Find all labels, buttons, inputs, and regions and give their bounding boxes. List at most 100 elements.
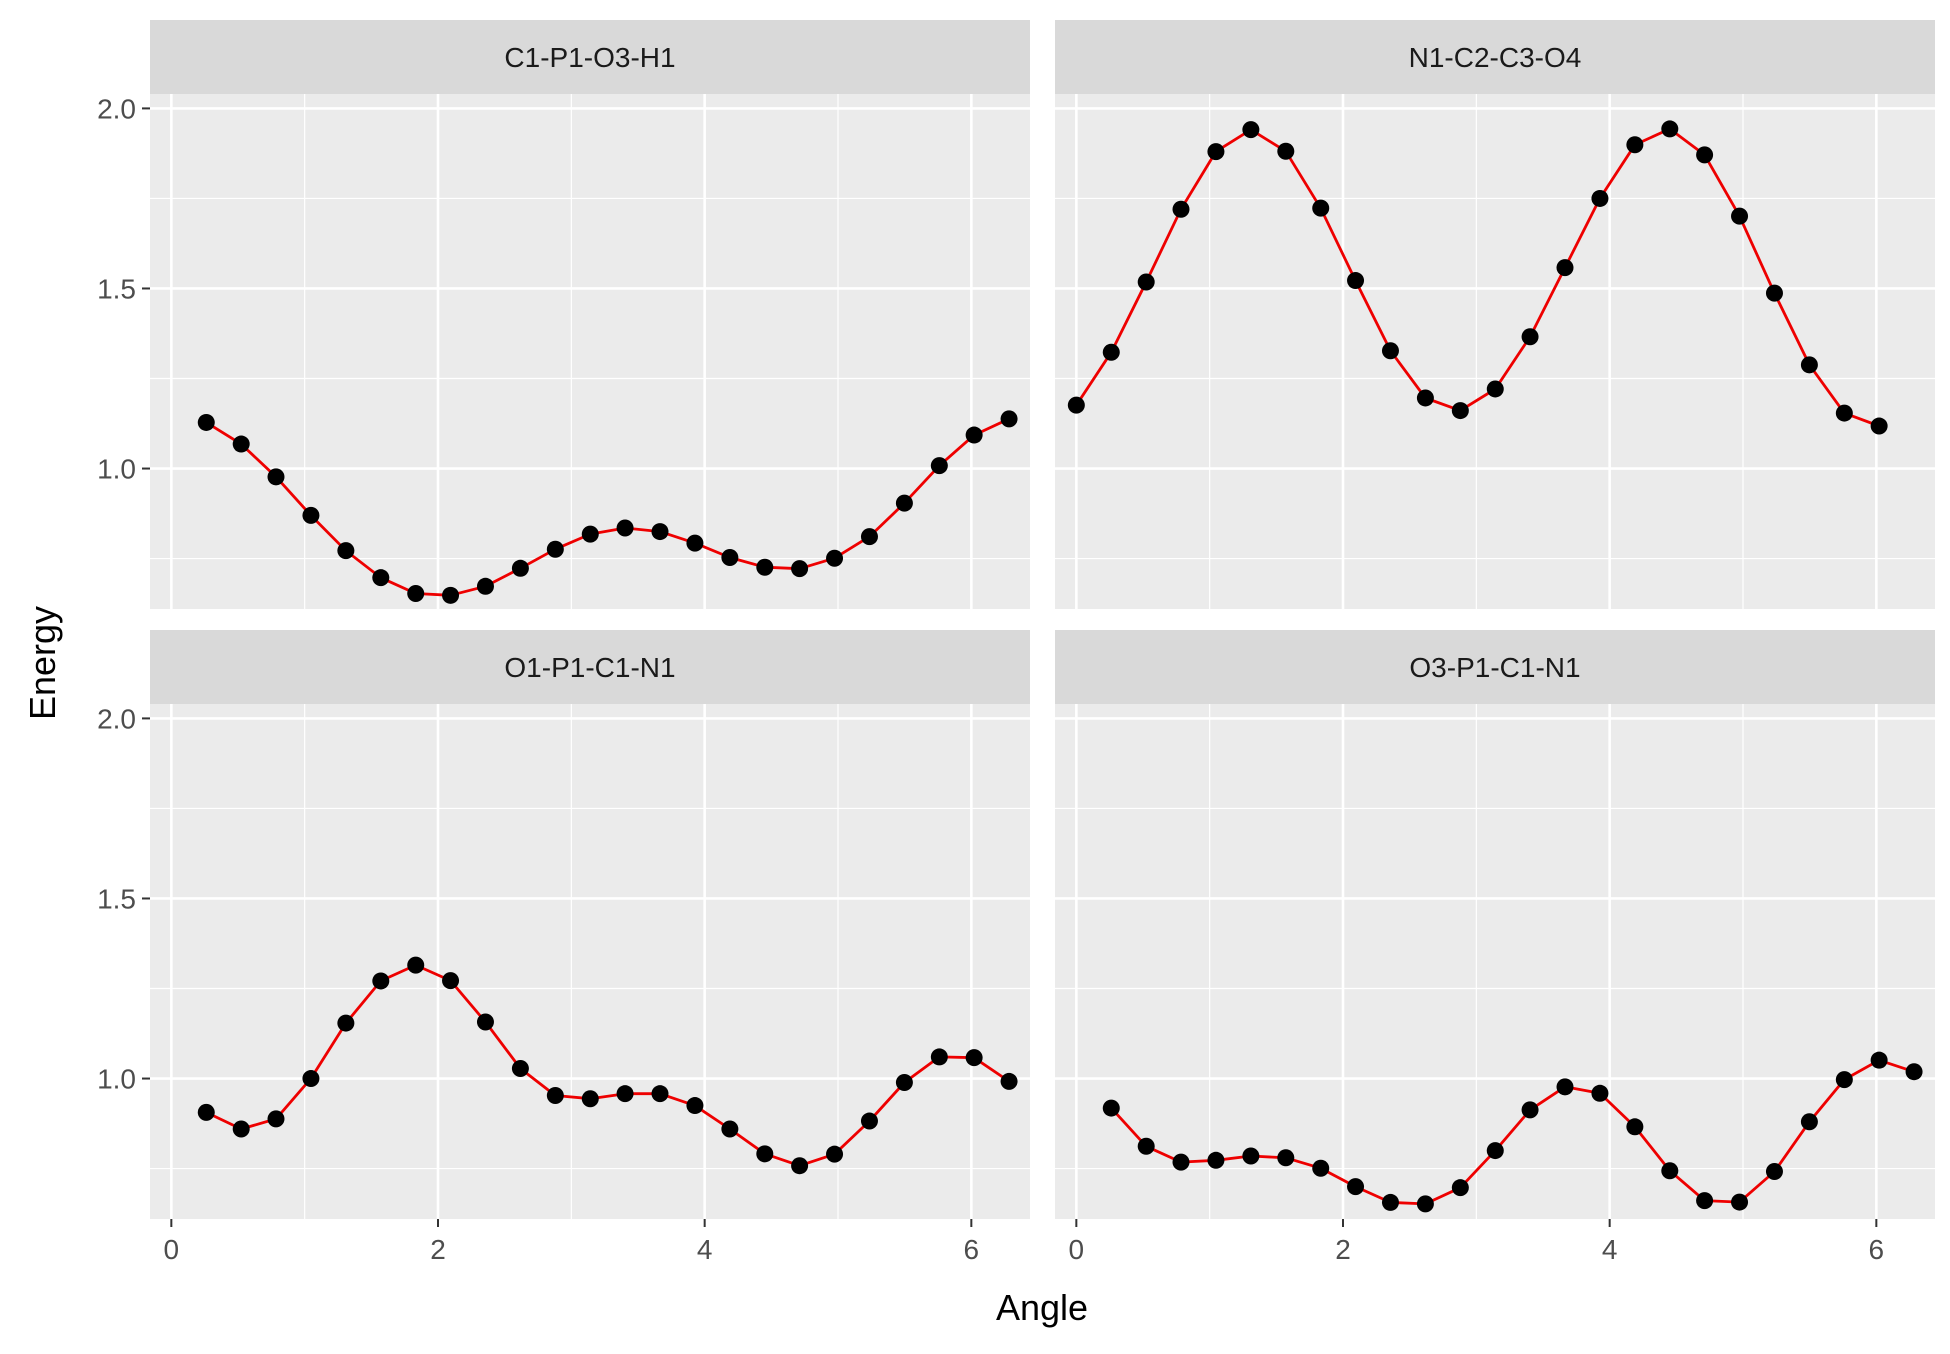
data-point	[1381, 1193, 1399, 1211]
facet-strip	[1055, 630, 1935, 704]
data-point	[1661, 120, 1679, 138]
data-point	[860, 528, 878, 546]
facet-strip	[1055, 20, 1935, 94]
data-point	[860, 1112, 878, 1130]
facet-strip	[150, 630, 1030, 704]
data-point	[581, 1090, 599, 1108]
data-point	[1800, 356, 1818, 374]
data-point	[965, 426, 983, 444]
data-point	[1626, 1118, 1644, 1136]
data-point	[511, 1059, 529, 1077]
x-tick-label: 2	[1335, 1234, 1351, 1265]
data-point	[1556, 1078, 1574, 1096]
x-tick-label: 2	[430, 1234, 446, 1265]
data-point	[1067, 396, 1085, 414]
data-point	[1451, 402, 1469, 420]
data-point	[1905, 1063, 1923, 1081]
data-point	[1102, 1099, 1120, 1117]
data-point	[651, 523, 669, 541]
data-point	[372, 569, 390, 587]
data-point	[1451, 1179, 1469, 1197]
data-point	[1556, 259, 1574, 277]
y-tick-label: 1.5	[97, 883, 136, 914]
data-point	[1416, 389, 1434, 407]
y-tick-label: 2.0	[97, 93, 136, 124]
data-point	[1696, 1192, 1714, 1210]
data-point	[442, 586, 460, 604]
points-layer	[197, 120, 1923, 1213]
x-tick-label: 4	[1602, 1234, 1618, 1265]
data-point	[232, 435, 250, 453]
data-point	[1277, 1149, 1295, 1167]
data-point	[1381, 342, 1399, 360]
data-point	[1521, 1101, 1539, 1119]
x-tick-label: 6	[1869, 1234, 1885, 1265]
facet-title: O3-P1-C1-N1	[1409, 652, 1580, 683]
data-point	[442, 972, 460, 990]
data-point	[337, 542, 355, 560]
facet-title: N1-C2-C3-O4	[1409, 42, 1582, 73]
data-point	[372, 972, 390, 990]
y-tick-label: 1.0	[97, 1064, 136, 1095]
data-point	[1416, 1195, 1434, 1213]
data-point	[1870, 417, 1888, 435]
facet-title: C1-P1-O3-H1	[504, 42, 675, 73]
data-point	[651, 1085, 669, 1103]
data-point	[546, 1086, 564, 1104]
data-point	[721, 549, 739, 566]
data-point	[1731, 207, 1749, 225]
data-point	[1000, 1072, 1018, 1090]
series-line	[1075, 127, 1880, 428]
data-point	[1591, 1084, 1609, 1102]
x-tick-label: 6	[964, 1234, 980, 1265]
data-point	[895, 494, 913, 512]
data-point	[197, 413, 215, 431]
data-point	[1312, 1159, 1330, 1177]
data-point	[1835, 1071, 1853, 1089]
data-point	[1870, 1051, 1888, 1069]
data-point	[476, 1013, 494, 1031]
data-point	[546, 540, 564, 558]
series-line	[205, 963, 1010, 1168]
data-point	[511, 559, 529, 577]
x-tick-label: 4	[697, 1234, 713, 1265]
data-point	[721, 1120, 739, 1138]
data-point	[1172, 200, 1190, 218]
labels-layer: C1-P1-O3-H1 1.0 1.5 2.0 N1-C2-C3-O4 O1-P1-C1-…	[97, 42, 1884, 1265]
data-point	[1207, 143, 1225, 161]
data-point	[1172, 1153, 1190, 1171]
data-point	[267, 468, 285, 486]
data-point	[616, 1085, 634, 1103]
data-point	[197, 1103, 215, 1121]
data-point	[686, 1097, 704, 1115]
data-point	[1347, 1178, 1365, 1196]
data-point	[476, 577, 494, 595]
x-axis-title: Angle	[996, 1287, 1088, 1328]
grid-layer	[150, 94, 1935, 1219]
data-point	[267, 1110, 285, 1128]
data-point	[1486, 1142, 1504, 1160]
data-point	[1486, 380, 1504, 398]
data-point	[965, 1049, 983, 1067]
data-point	[1800, 1113, 1818, 1131]
data-point	[1347, 272, 1365, 290]
data-point	[756, 1145, 774, 1163]
panel-background	[1055, 94, 1935, 609]
data-point	[826, 1145, 844, 1163]
data-point	[1000, 410, 1018, 428]
data-point	[407, 956, 425, 974]
panels-layer	[150, 20, 1935, 1219]
data-point	[302, 1070, 320, 1088]
facet-strip	[150, 20, 1030, 94]
x-tick-label: 0	[164, 1234, 180, 1265]
panel-background	[150, 704, 1030, 1219]
data-point	[1277, 142, 1295, 160]
data-point	[1835, 404, 1853, 422]
y-tick-label: 1.5	[97, 273, 136, 304]
y-tick-label: 1.0	[97, 454, 136, 485]
data-point	[1312, 199, 1330, 217]
data-point	[1765, 284, 1783, 302]
data-point	[895, 1074, 913, 1092]
